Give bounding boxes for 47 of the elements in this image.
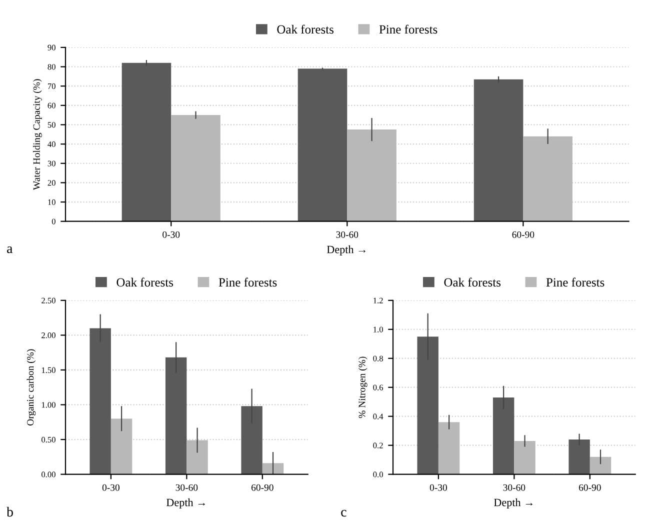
y-tick-label: 1.00 [42, 402, 56, 408]
legend-label: Oak forests [277, 24, 334, 34]
legend-label: Oak forests [444, 278, 501, 287]
text: a [7, 246, 13, 254]
x-axis-title: Depth → [326, 245, 366, 256]
y-tick-label: 1.0 [374, 326, 383, 332]
y-tick-label: 0.2 [373, 442, 383, 448]
y-axis-title: % Nitrogen (%) [358, 356, 368, 418]
x-tick-label: 0-30 [430, 484, 447, 491]
y-tick-label: 60 [48, 102, 56, 108]
x-tick-label: 30-60 [503, 484, 526, 491]
y-tick-label: 1.2 [374, 298, 383, 304]
x-tick-label: 30-60 [176, 484, 198, 491]
legend-label: Oak forests [116, 278, 174, 287]
x-tick-label: 0-30 [162, 231, 180, 238]
legend-label: Pine forests [546, 278, 604, 287]
x-tick-label: 0-30 [102, 484, 120, 491]
y-tick-label: 40 [48, 141, 56, 148]
y-axis-title: Water Holding Capacity (%) [33, 79, 42, 190]
y-tick-label: 0 [52, 218, 56, 224]
y-axis-title: Organic carbon (%) [26, 349, 36, 426]
y-tick-label: 20 [48, 180, 56, 186]
y-tick-label: 0.50 [42, 436, 56, 443]
x-tick-label: 60-90 [512, 231, 534, 238]
legend-label: Pine forests [379, 24, 438, 34]
x-axis-title: Depth → [166, 498, 205, 508]
x-tick-label: 60-90 [578, 484, 601, 491]
x-axis-title: Depth → [494, 498, 532, 508]
y-tick-label: 80 [48, 64, 56, 70]
y-tick-label: 2.00 [42, 332, 56, 338]
y-tick-label: 70 [48, 83, 56, 90]
y-tick-label: 0.00 [42, 472, 56, 478]
y-tick-label: 2.50 [42, 298, 56, 304]
y-tick-label: 1.50 [42, 367, 56, 373]
y-tick-label: 0.6 [373, 384, 384, 390]
legend-label: Pine forests [218, 278, 277, 287]
y-tick-label: 30 [48, 160, 56, 166]
y-tick-label: 10 [48, 199, 56, 205]
y-tick-label: 0.0 [373, 472, 383, 478]
y-tick-label: 50 [48, 122, 56, 128]
x-tick-label: 60-90 [251, 484, 274, 491]
x-tick-label: 30-60 [336, 231, 358, 238]
text: c [341, 510, 346, 517]
text: b [6, 506, 13, 517]
y-tick-label: 0.4 [373, 414, 384, 420]
y-tick-label: 90 [48, 44, 56, 50]
y-tick-label: 0.8 [373, 356, 383, 362]
